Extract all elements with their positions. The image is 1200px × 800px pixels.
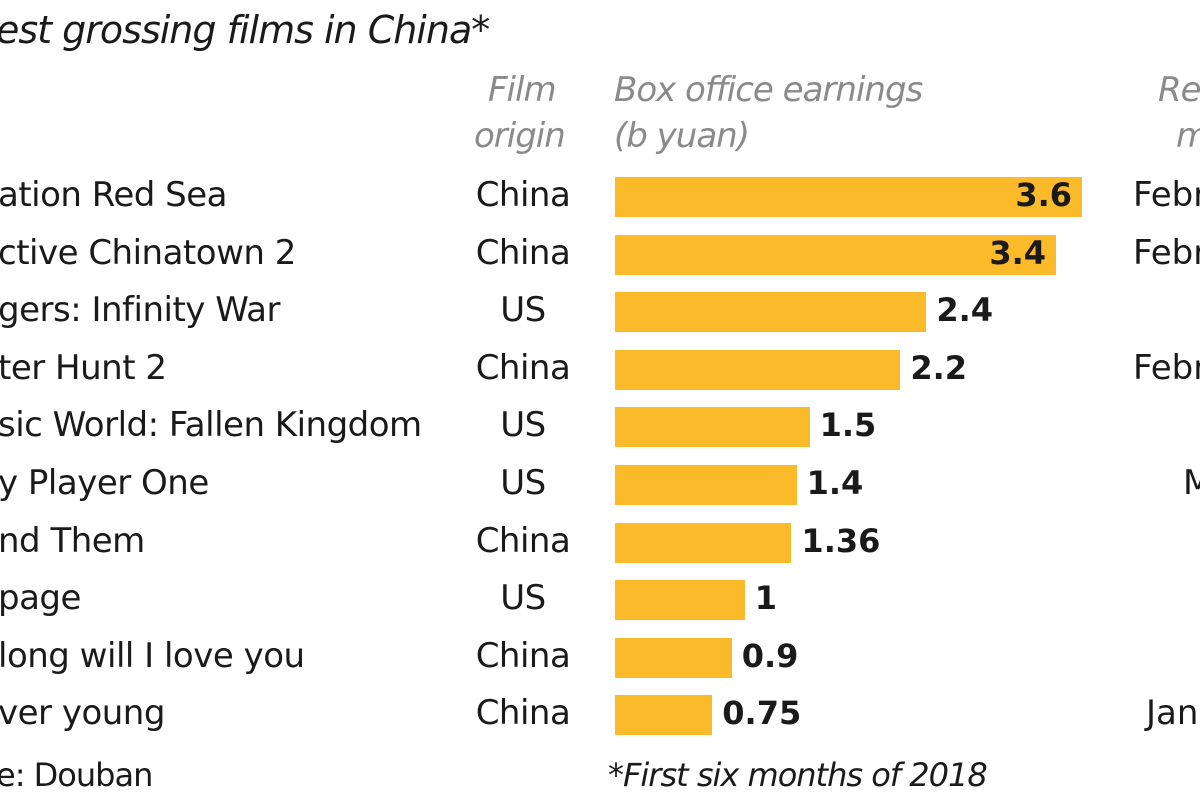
film-name: long will I love you <box>0 635 305 676</box>
bar <box>615 349 901 390</box>
film-name: nd Them <box>0 520 145 561</box>
bar <box>615 522 792 563</box>
value-label: 0.75 <box>722 694 802 733</box>
value-label: 3.4 <box>989 233 1047 272</box>
release-month: M <box>1183 463 1200 503</box>
bar <box>615 580 745 621</box>
source-note: e: Douban <box>0 756 153 794</box>
film-origin: China <box>475 635 571 676</box>
chart-title: est grossing films in China* <box>0 8 490 52</box>
film-origin: China <box>475 520 571 561</box>
bar <box>615 177 1082 217</box>
film-origin: US <box>500 290 546 331</box>
release-header-line2: m <box>1176 116 1200 156</box>
release-month: Febr <box>1133 232 1200 273</box>
film-origin: China <box>475 175 571 215</box>
film-name: y Player One <box>0 463 209 503</box>
film-origin: China <box>475 693 571 734</box>
film-origin: US <box>500 463 546 503</box>
film-origin: China <box>475 232 571 273</box>
origin-header-line2: origin <box>474 116 566 156</box>
film-origin: US <box>500 578 546 619</box>
bar <box>615 637 732 678</box>
film-name: ter Hunt 2 <box>0 347 167 388</box>
value-label: 3.6 <box>1015 176 1072 214</box>
value-label: 2.4 <box>936 291 994 330</box>
film-name: ver young <box>0 693 165 734</box>
footnote: *First six months of 2018 <box>608 756 988 794</box>
earnings-header-line2: (b yuan) <box>614 116 750 156</box>
bar <box>615 234 1057 275</box>
film-name: ctive Chinatown 2 <box>0 232 296 273</box>
origin-header-line1: Film <box>488 70 557 110</box>
bar <box>615 407 810 448</box>
earnings-header-line1: Box office earnings <box>614 70 923 110</box>
value-label: 1.5 <box>819 406 877 445</box>
release-header-line1: Re <box>1158 70 1200 110</box>
film-origin: China <box>475 347 571 388</box>
release-month: Jan <box>1146 693 1199 734</box>
bar <box>615 465 797 505</box>
bar <box>615 292 927 333</box>
release-month: Febr <box>1133 347 1200 388</box>
value-label: 0.9 <box>741 636 799 675</box>
value-label: 1 <box>754 579 777 618</box>
film-origin: US <box>500 405 546 446</box>
film-name: gers: Infinity War <box>0 290 280 331</box>
release-month: Febr <box>1133 175 1200 215</box>
value-label: 1.4 <box>806 464 864 502</box>
film-name: page <box>0 578 81 619</box>
value-label: 1.36 <box>801 521 881 560</box>
bar <box>615 695 713 736</box>
film-name: ation Red Sea <box>0 175 228 215</box>
film-name: sic World: Fallen Kingdom <box>0 405 422 446</box>
value-label: 2.2 <box>910 348 968 387</box>
